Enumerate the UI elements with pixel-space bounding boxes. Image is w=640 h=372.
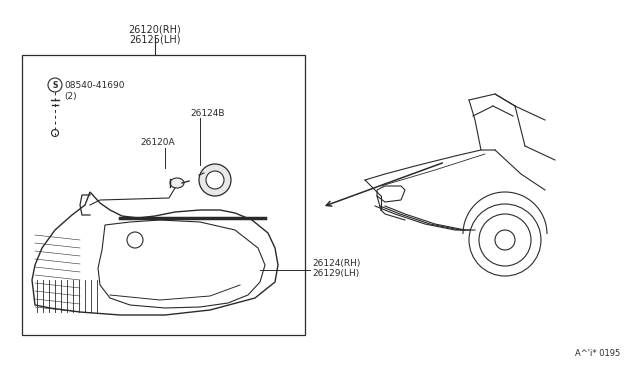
Text: 26124(RH): 26124(RH) bbox=[312, 259, 360, 268]
Text: 26124B: 26124B bbox=[190, 109, 225, 118]
Text: 26120(RH): 26120(RH) bbox=[129, 24, 181, 34]
Text: 26125(LH): 26125(LH) bbox=[129, 34, 180, 44]
Text: S: S bbox=[52, 80, 58, 90]
Ellipse shape bbox=[170, 178, 184, 188]
Text: 08540-41690: 08540-41690 bbox=[64, 80, 125, 90]
Text: (2): (2) bbox=[64, 92, 77, 100]
Bar bbox=[22, 55, 305, 335]
Circle shape bbox=[199, 164, 231, 196]
Circle shape bbox=[206, 171, 224, 189]
Polygon shape bbox=[32, 192, 278, 315]
Text: 26129(LH): 26129(LH) bbox=[312, 269, 359, 278]
Text: 26120A: 26120A bbox=[140, 138, 175, 147]
Text: A^'i* 0195: A^'i* 0195 bbox=[575, 349, 620, 358]
